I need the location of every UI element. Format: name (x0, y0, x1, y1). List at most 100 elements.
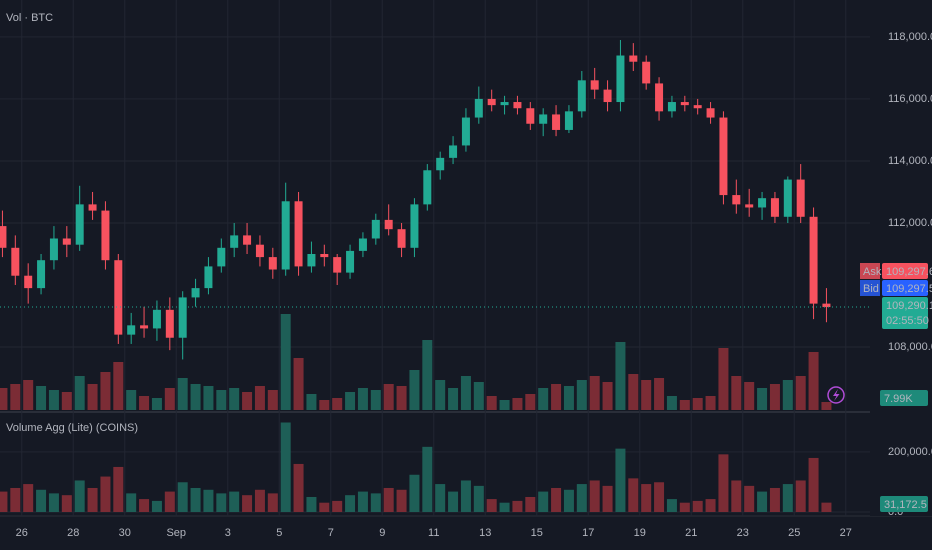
bar (229, 491, 240, 512)
bar (10, 487, 21, 512)
volume-bar (589, 376, 600, 410)
candle-body (474, 98, 483, 118)
volume-bar (332, 398, 343, 410)
volume-bar (48, 390, 59, 410)
candle-body (217, 247, 226, 267)
volume-bar (36, 386, 47, 410)
x-tick-label: 23 (737, 527, 749, 539)
volume-bar (782, 380, 793, 410)
candle-body (333, 257, 342, 273)
volume-bar (602, 382, 613, 410)
volume-bar (499, 400, 510, 410)
bar (357, 491, 368, 512)
volume-bar (61, 392, 72, 410)
bar (139, 499, 150, 512)
last-price-bg (882, 297, 928, 329)
bar (821, 502, 832, 512)
bar (306, 496, 317, 512)
last-price-label: 109,290.1 (886, 300, 932, 312)
bar (332, 500, 343, 512)
y-tick-label: 116,000.0 (888, 93, 932, 105)
bid-price: 109,297.5 (886, 283, 932, 295)
candle-body (436, 157, 445, 171)
bar (0, 491, 8, 512)
volume-bar (242, 392, 253, 410)
volume-bar (151, 398, 162, 410)
candle-body (513, 102, 522, 109)
price-axis-bg (870, 0, 932, 516)
candle-body (49, 238, 58, 261)
bar (628, 478, 639, 512)
candle-body (642, 61, 651, 84)
volume-bar (319, 400, 330, 410)
candle-body (526, 108, 535, 124)
bar (602, 485, 613, 512)
bar (473, 485, 484, 512)
bar (808, 457, 819, 512)
volume-bar (808, 352, 819, 410)
x-tick-label: 9 (379, 527, 385, 539)
volume-bar (576, 380, 587, 410)
volume-bar (345, 392, 356, 410)
bar (293, 463, 304, 512)
y-tick-label: 200,000.0 (888, 446, 932, 458)
candle-body (693, 105, 702, 109)
x-tick-label: 17 (582, 527, 594, 539)
bar (319, 502, 330, 512)
x-tick-label: 21 (685, 527, 697, 539)
bar (190, 487, 201, 512)
candle-body (564, 111, 573, 130)
bar (164, 491, 175, 512)
candle-body (371, 219, 380, 239)
axes: 108,000.0 112,000.0 114,000.0 116,000.0 118,… (16, 0, 932, 539)
bar (563, 489, 574, 512)
agg-last-label-bg (880, 496, 928, 512)
candle-body (127, 325, 136, 335)
bolt-circle[interactable] (827, 386, 845, 404)
volume-bar (744, 382, 755, 410)
bar (23, 484, 34, 512)
candle-body (680, 102, 689, 106)
volume-bar (396, 386, 407, 410)
bar (48, 493, 59, 512)
bar (782, 484, 793, 512)
candle-body (603, 89, 612, 103)
bar (267, 493, 278, 512)
volume-bar (370, 390, 381, 410)
bar (448, 491, 459, 512)
y-tick-label: 108,000.0 (888, 341, 932, 353)
volume-bar (280, 314, 291, 410)
bar (589, 480, 600, 512)
volume-last-label: 7.99K (884, 393, 913, 405)
bolt-icon[interactable] (827, 386, 845, 404)
bar (409, 474, 420, 512)
candle-body (577, 80, 586, 112)
volume-bar (23, 380, 34, 410)
x-tick-label: 28 (67, 527, 79, 539)
bolt[interactable] (833, 389, 840, 401)
volume-bar (422, 340, 433, 410)
volume-bar (731, 376, 742, 410)
volume-bar (229, 388, 240, 410)
x-tick-label: 5 (276, 527, 282, 539)
candle-body (88, 204, 97, 211)
volume-bar (357, 388, 368, 410)
candle-body (461, 117, 470, 146)
bar (370, 493, 381, 512)
volume-bar (512, 398, 523, 410)
candle-body (732, 195, 741, 205)
x-tick-label: 25 (788, 527, 800, 539)
candle-body (346, 250, 355, 273)
grid (0, 0, 870, 516)
y-tick-label: 114,000.0 (888, 155, 932, 167)
bar (538, 491, 549, 512)
bar (383, 487, 394, 512)
plot (0, 40, 870, 512)
candle-body (449, 145, 458, 158)
volume-bar (87, 384, 98, 410)
candle-body (101, 210, 110, 261)
candle-body (255, 244, 264, 258)
candle-body (822, 303, 831, 308)
